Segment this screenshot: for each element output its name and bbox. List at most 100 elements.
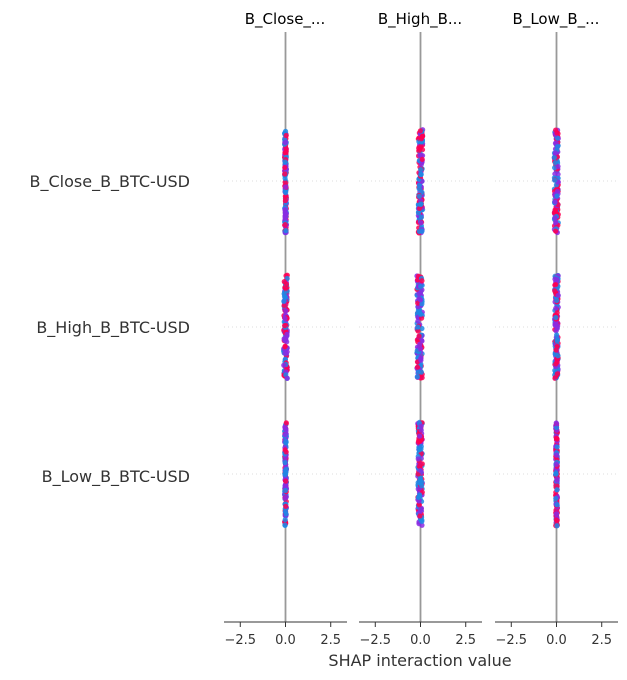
data-point (552, 199, 558, 205)
data-point (283, 438, 289, 444)
x-tick-label: −2.5 (224, 633, 256, 648)
data-point (417, 341, 423, 347)
data-point (282, 175, 288, 181)
data-point (419, 228, 425, 234)
data-point (415, 324, 421, 330)
data-point (554, 476, 560, 482)
x-tick-label: −2.5 (495, 633, 527, 648)
data-point (555, 292, 561, 298)
data-point (419, 518, 425, 524)
data-point (282, 517, 288, 523)
data-point (553, 281, 559, 288)
data-point (552, 177, 558, 183)
data-point (555, 323, 561, 329)
data-point (283, 308, 289, 314)
data-point (283, 511, 289, 517)
data-point (417, 346, 423, 352)
data-point (415, 318, 421, 324)
data-point (553, 461, 559, 467)
data-point (416, 147, 423, 153)
data-point (282, 171, 288, 177)
data-point (553, 314, 559, 321)
data-point (282, 179, 288, 185)
data-point (418, 283, 424, 289)
data-point (283, 132, 289, 139)
data-point (283, 285, 289, 291)
data-point (555, 163, 561, 170)
data-point (282, 197, 289, 204)
data-point (283, 190, 289, 196)
data-point (417, 433, 423, 439)
data-point (283, 146, 289, 152)
data-point (555, 171, 561, 177)
data-point (415, 456, 421, 462)
x-tick-label: −2.5 (359, 633, 391, 648)
data-point (282, 222, 288, 228)
x-tick-label: 0.0 (546, 633, 567, 648)
data-point (553, 517, 559, 523)
data-point (283, 184, 289, 190)
data-point (554, 487, 560, 493)
data-point (282, 460, 288, 466)
panel-title: B_High_B... (378, 10, 462, 29)
data-point (418, 201, 424, 208)
x-tick-label: 0.0 (410, 633, 431, 648)
data-point (281, 294, 288, 300)
x-tick-label: 2.5 (320, 633, 341, 648)
data-point (284, 375, 290, 381)
data-point (283, 503, 289, 509)
data-point (553, 511, 559, 517)
data-point (554, 483, 560, 489)
data-point (417, 468, 424, 474)
data-point (419, 301, 425, 307)
data-point (282, 522, 288, 528)
data-point (553, 495, 559, 502)
data-point (282, 432, 288, 438)
data-point (418, 171, 424, 178)
feature-label: B_Close_B_BTC-USD (30, 172, 190, 192)
data-point (418, 311, 424, 317)
data-point (554, 193, 560, 199)
data-point (553, 424, 560, 431)
data-point (417, 463, 423, 469)
panel-title: B_Close_... (245, 10, 325, 29)
data-point (282, 337, 288, 344)
data-point (552, 215, 558, 221)
feature-label: B_High_B_BTC-USD (36, 318, 190, 338)
data-point (283, 426, 289, 432)
data-point (554, 332, 560, 338)
data-point (282, 467, 288, 473)
data-point (416, 193, 422, 199)
data-point (552, 228, 559, 234)
grid-layer (224, 180, 618, 475)
data-point (419, 278, 425, 284)
data-point (553, 452, 560, 458)
data-point (283, 139, 289, 145)
data-point (282, 350, 288, 356)
data-point (414, 374, 420, 380)
data-point (554, 523, 560, 529)
data-point (415, 439, 421, 445)
data-point (553, 435, 560, 441)
data-point (283, 227, 289, 234)
data-point (418, 136, 425, 142)
data-point (554, 421, 560, 427)
data-point (283, 281, 290, 287)
data-point (553, 305, 559, 311)
feature-label: B_Low_B_BTC-USD (42, 467, 190, 487)
data-point (552, 159, 558, 166)
data-point (282, 315, 288, 321)
data-point (283, 420, 289, 426)
data-point (553, 347, 559, 353)
data-point (282, 323, 288, 329)
data-point (418, 214, 424, 220)
x-axis-label: SHAP interaction value (328, 651, 511, 670)
data-point (419, 522, 425, 528)
data-point (415, 369, 421, 375)
data-point (419, 156, 425, 162)
x-tick-label: 2.5 (455, 633, 476, 648)
data-point (416, 494, 422, 500)
data-point (553, 361, 559, 367)
data-point (552, 207, 559, 213)
